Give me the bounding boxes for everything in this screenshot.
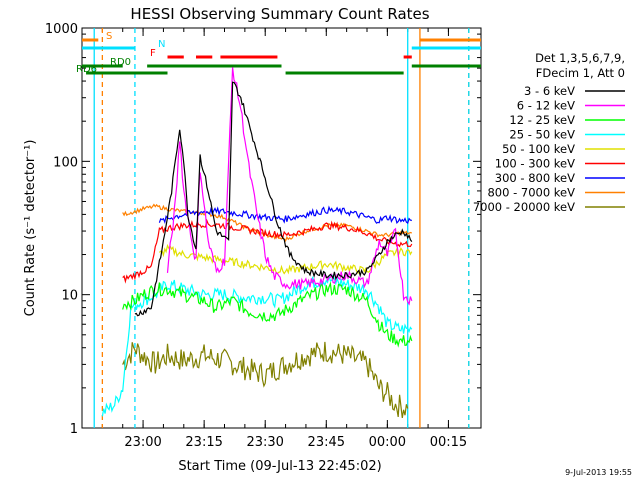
legend-label: 100 - 300 keV (495, 157, 575, 171)
legend-label: 25 - 50 keV (509, 128, 575, 142)
x-tick-label: 23:45 (308, 435, 345, 450)
x-tick-label: 00:15 (430, 435, 467, 450)
series-line-12-25-kev (122, 281, 413, 348)
x-tick-label: 23:00 (124, 435, 161, 450)
x-tick-label: 23:30 (246, 435, 283, 450)
x-axis-label: Start Time (09-Jul-13 22:45:02) (178, 459, 381, 474)
flag-label-rd6: RD6 (76, 64, 97, 75)
legend-label: 300 - 800 keV (495, 171, 575, 185)
legend-header-detectors: Det 1,3,5,6,7,9, (535, 51, 625, 65)
y-tick-label: 10 (61, 289, 78, 304)
y-tick-label: 1 (70, 422, 78, 437)
series-line-300-800-kev (158, 205, 412, 224)
series-line-6-12-kev (166, 67, 413, 306)
y-tick-label: 100 (53, 155, 78, 170)
flag-label-n: N (158, 39, 165, 50)
legend-label: 3 - 6 keV (524, 84, 575, 98)
legend-label: 7000 - 20000 keV (473, 200, 575, 214)
y-axis-label: Count Rate (s⁻¹ detector⁻¹) (23, 140, 38, 317)
legend-label: 6 - 12 keV (517, 99, 575, 113)
timestamp: 9-Jul-2013 19:55 (565, 468, 632, 477)
series-line-7000-20000-kev (122, 341, 409, 418)
series-line-3-6-kev (134, 81, 413, 317)
legend-header-decimation: FDecim 1, Att 0 (536, 66, 625, 80)
flag-label-s: S (106, 31, 112, 42)
flag-label-f: F (150, 48, 156, 59)
x-tick-label: 23:15 (185, 435, 222, 450)
series-line-100-300-kev (122, 218, 413, 284)
series-line-50-100-kev (158, 243, 413, 275)
legend-label: 12 - 25 keV (509, 113, 575, 127)
x-tick-label: 00:00 (369, 435, 406, 450)
plot-layer: 1 10 100 1000 23:00 23:15 23:30 23:45 00:00 00:15… (45, 22, 482, 450)
plot-frame (81, 27, 482, 429)
chart-title: HESSI Observing Summary Count Rates (130, 5, 429, 23)
y-tick-label: 1000 (45, 22, 78, 37)
flag-label-rd0: RD0 (110, 57, 131, 68)
legend-label: 800 - 7000 keV (487, 186, 575, 200)
legend-label: 50 - 100 keV (502, 142, 575, 156)
